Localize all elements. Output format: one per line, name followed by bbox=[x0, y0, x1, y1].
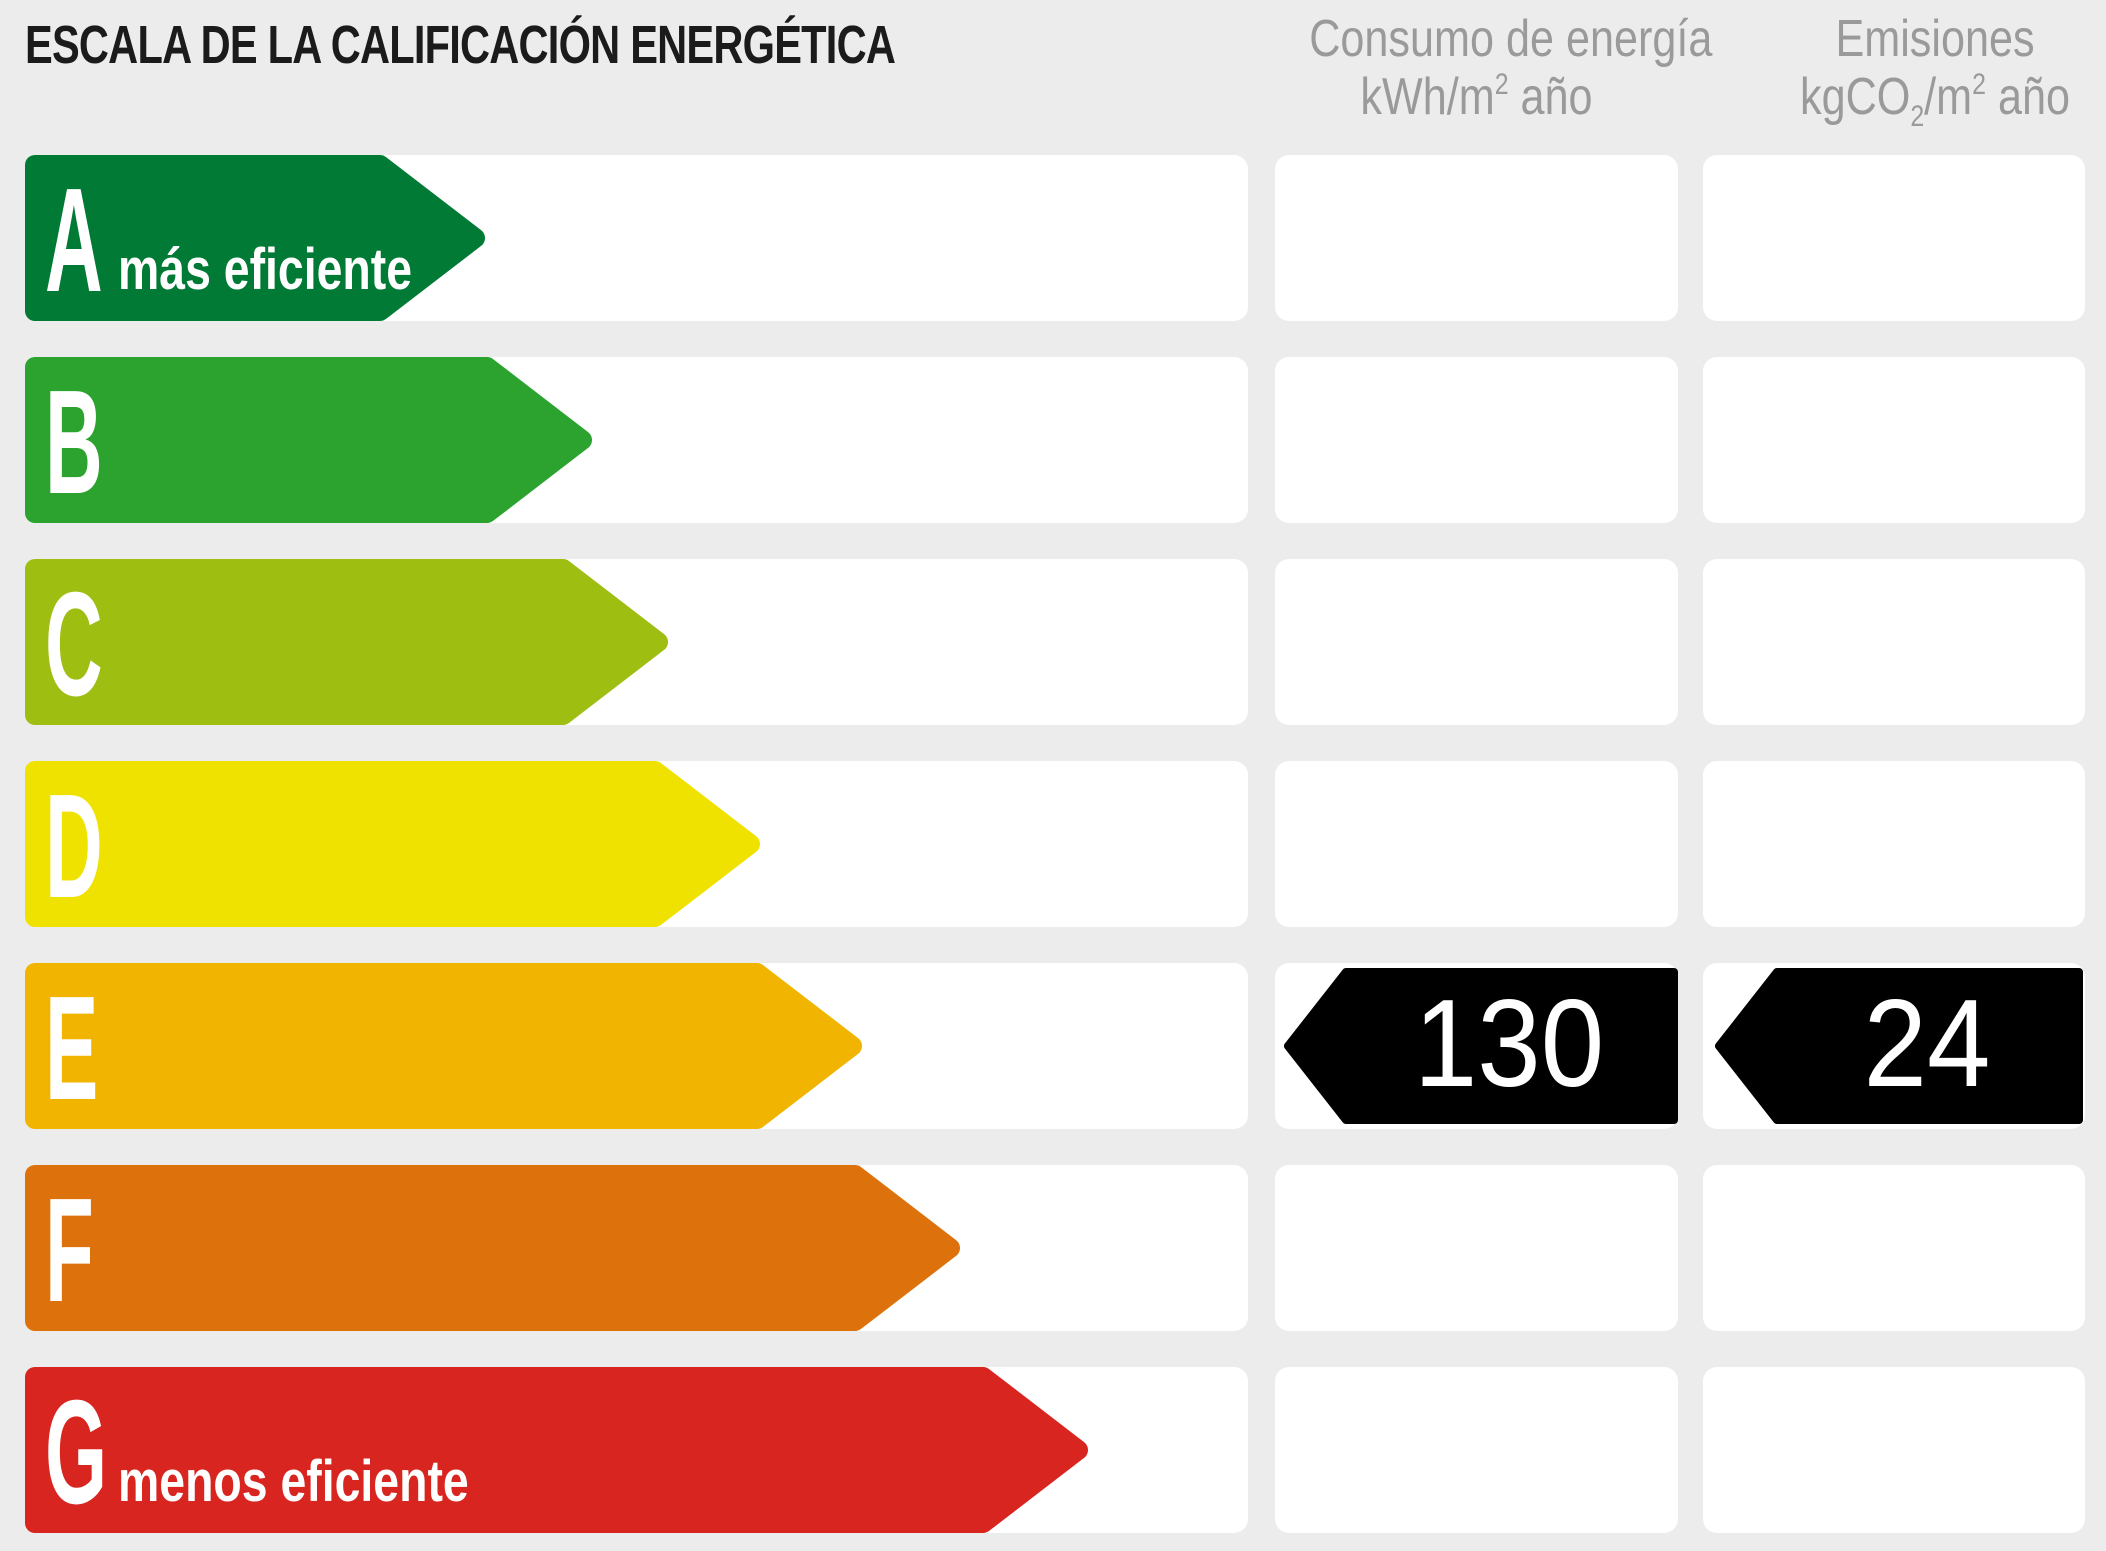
rating-bar bbox=[25, 559, 668, 725]
emisiones-header-line1: Emisiones bbox=[1835, 10, 2035, 68]
rating-bar-arrow bbox=[25, 1367, 1088, 1533]
rating-letter: F bbox=[45, 1168, 94, 1333]
rating-letter: E bbox=[45, 966, 99, 1131]
emisiones-cell bbox=[1703, 357, 2085, 523]
consumo-cell bbox=[1275, 1165, 1678, 1331]
emisiones-cell bbox=[1703, 155, 2085, 321]
consumo-header-line1: Consumo de energía bbox=[1309, 10, 1713, 68]
rating-bar bbox=[25, 155, 485, 321]
consumo-cell bbox=[1275, 155, 1678, 321]
rating-bar-arrow bbox=[25, 963, 862, 1129]
rating-caption: menos eficiente bbox=[118, 1449, 469, 1514]
rating-bar-arrow bbox=[25, 155, 485, 321]
rating-row-e: E 130 24 bbox=[0, 963, 2106, 1129]
rating-caption: más eficiente bbox=[118, 237, 413, 302]
emisiones-cell bbox=[1703, 559, 2085, 725]
superscript-2: 2 bbox=[1494, 68, 1509, 101]
rating-letter: A bbox=[45, 158, 103, 323]
page-title-text: ESCALA DE LA CALIFICACIÓN ENERGÉTICA bbox=[25, 15, 896, 75]
rating-row-c: C bbox=[0, 559, 2106, 725]
rating-row-g: G menos eficiente bbox=[0, 1367, 2106, 1533]
emisiones-cell bbox=[1703, 1367, 2085, 1533]
consumo-cell bbox=[1275, 1367, 1678, 1533]
rating-row-a: A más eficiente bbox=[0, 155, 2106, 321]
emisiones-badge: 24 bbox=[1715, 968, 2083, 1124]
rating-bar bbox=[25, 963, 862, 1129]
superscript-2: 2 bbox=[1972, 68, 1986, 101]
emisiones-value: 24 bbox=[1863, 975, 1991, 1113]
page-title: ESCALA DE LA CALIFICACIÓN ENERGÉTICA bbox=[25, 14, 1155, 76]
consumo-badge-arrow bbox=[1284, 968, 1678, 1124]
rating-letter: B bbox=[45, 360, 103, 525]
rating-bar bbox=[25, 1165, 960, 1331]
rating-row-b: B bbox=[0, 357, 2106, 523]
rating-letter: C bbox=[45, 562, 103, 727]
consumo-header-units: kWh/m2 año bbox=[1360, 68, 1593, 126]
consumo-cell bbox=[1275, 357, 1678, 523]
rating-letter: D bbox=[45, 764, 103, 929]
consumo-cell bbox=[1275, 559, 1678, 725]
rating-bar-arrow bbox=[25, 357, 592, 523]
rating-bar-arrow bbox=[25, 1165, 960, 1331]
consumo-cell bbox=[1275, 761, 1678, 927]
emisiones-header-units: kgCO2/m2 año bbox=[1800, 68, 2070, 133]
rating-letter: G bbox=[45, 1370, 108, 1535]
rating-bar bbox=[25, 761, 760, 927]
column-header-consumo: Consumo de energía kWh/m2 año bbox=[1275, 10, 1713, 134]
emisiones-cell bbox=[1703, 761, 2085, 927]
rating-bar bbox=[25, 1367, 1088, 1533]
rating-bar-arrow bbox=[25, 559, 668, 725]
rating-bar bbox=[25, 357, 592, 523]
rating-row-d: D bbox=[0, 761, 2106, 927]
emisiones-cell bbox=[1703, 1165, 2085, 1331]
emisiones-badge-arrow bbox=[1715, 968, 2083, 1124]
column-header-emisiones: Emisiones kgCO2/m2 año bbox=[1744, 10, 2106, 134]
rating-row-f: F bbox=[0, 1165, 2106, 1331]
consumo-value: 130 bbox=[1413, 975, 1605, 1113]
consumo-badge: 130 bbox=[1284, 968, 1678, 1124]
subscript-2: 2 bbox=[1910, 100, 1925, 133]
rating-bar-arrow bbox=[25, 761, 760, 927]
